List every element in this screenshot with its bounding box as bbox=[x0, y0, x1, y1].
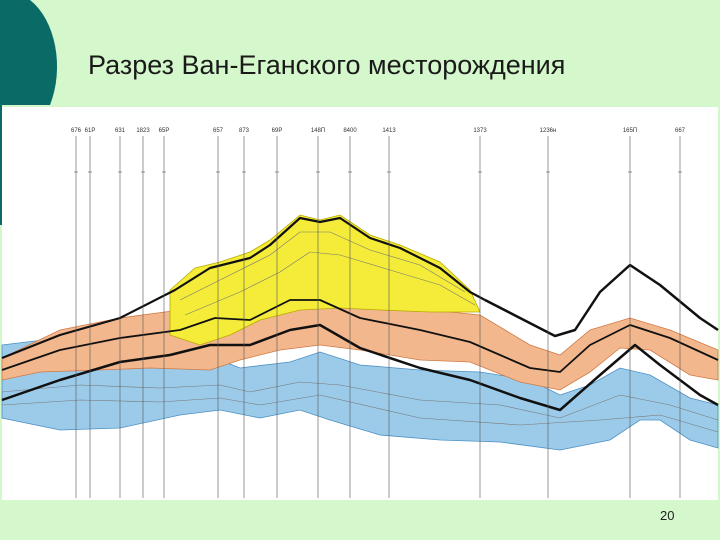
well-label: 69Р bbox=[272, 128, 283, 134]
well-label: 148П bbox=[311, 128, 325, 134]
horizons bbox=[1, 216, 719, 412]
well-label: 1373 bbox=[473, 128, 487, 134]
wells: 676 61Р 631 1823 65Р 657 873 69Р 148П 8400 1413 137… bbox=[71, 128, 686, 498]
well-label: 873 bbox=[239, 128, 250, 134]
yellow-layer bbox=[169, 214, 481, 346]
well-label: 61Р bbox=[85, 128, 96, 134]
page-number: 20 bbox=[660, 508, 675, 523]
well-label: 657 bbox=[213, 128, 224, 134]
well-label: 8400 bbox=[343, 128, 357, 134]
well-label: 1413 bbox=[382, 128, 396, 134]
bedding-lines bbox=[1, 231, 719, 433]
well-label: 631 bbox=[115, 128, 126, 134]
layers bbox=[1, 214, 719, 451]
slide-title: Разрез Ван-Еганского месторождения bbox=[88, 50, 566, 80]
well-label: 667 bbox=[675, 128, 686, 134]
well-label: 165П bbox=[623, 128, 637, 134]
well-label: 1236н bbox=[540, 128, 557, 134]
well-label: 676 bbox=[71, 128, 82, 134]
corner-decoration bbox=[0, 0, 58, 105]
well-label: 65Р bbox=[159, 128, 170, 134]
well-label: 1823 bbox=[136, 128, 150, 134]
